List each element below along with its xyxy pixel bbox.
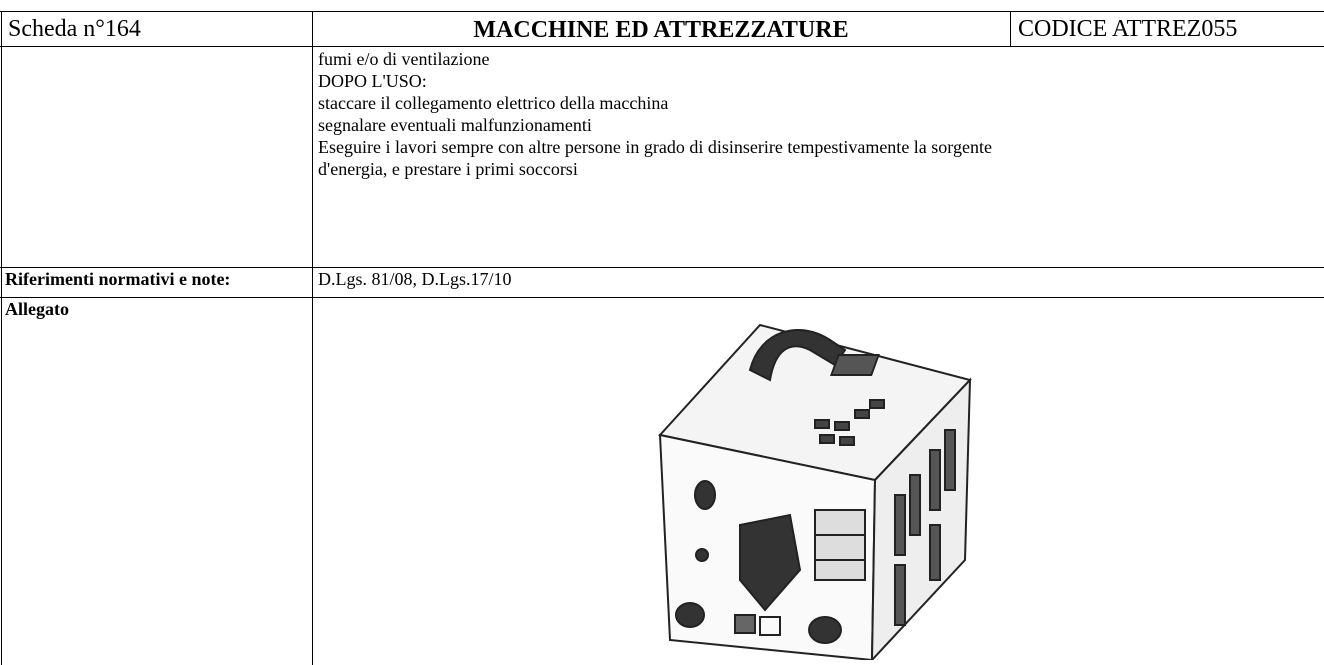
sheet-title: MACCHINE ED ATTREZZATURE: [473, 17, 849, 43]
instruction-line: fumi e/o di ventilazione: [318, 49, 490, 69]
rule: [1010, 11, 1011, 46]
rule: [0, 297, 1324, 298]
sheet-code: CODICE ATTREZ055: [1018, 16, 1238, 42]
sheet-number: Scheda n°164: [8, 16, 141, 42]
rule: [0, 46, 1324, 47]
rule: [0, 11, 1324, 12]
rule: [0, 267, 1324, 268]
rule: [312, 11, 313, 665]
instruction-line: d'energia, e prestare i primi soccorsi: [318, 159, 578, 179]
instruction-line: staccare il collegamento elettrico della…: [318, 93, 669, 113]
instruction-line: segnalare eventuali malfunzionamenti: [318, 115, 592, 135]
instruction-line: DOPO L'USO:: [318, 71, 427, 91]
machine-illustration: [658, 323, 972, 660]
attachment-label: Allegato: [5, 299, 69, 319]
references-label: Riferimenti normativi e note:: [5, 269, 231, 289]
references-text: D.Lgs. 81/08, D.Lgs.17/10: [318, 269, 512, 289]
instructions: fumi e/o di ventilazione DOPO L'USO: stacc…: [318, 48, 1324, 180]
instruction-line: Eseguire i lavori sempre con altre perso…: [318, 137, 992, 157]
rule: [1, 11, 2, 665]
